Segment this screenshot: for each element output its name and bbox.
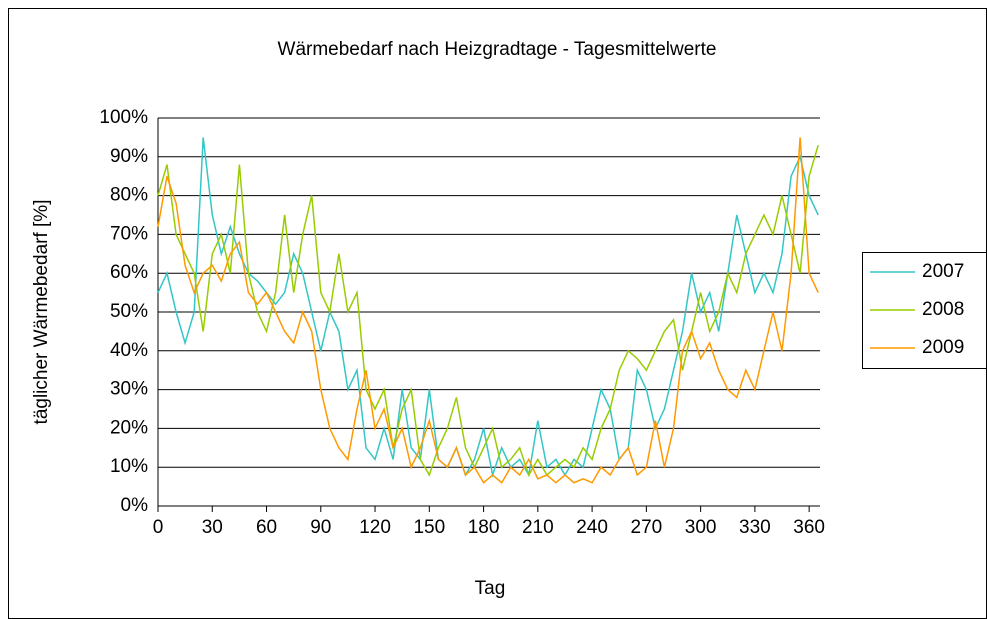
- x-tick-label: 180: [468, 517, 500, 538]
- chart-frame: [8, 8, 987, 619]
- x-tick-label: 270: [631, 517, 663, 538]
- y-tick-label: 90%: [110, 146, 148, 167]
- x-tick-label: 30: [202, 517, 223, 538]
- x-tick-label: 300: [685, 517, 717, 538]
- y-axis-label: täglicher Wärmebedarf [%]: [31, 200, 52, 425]
- x-tick-label: 60: [256, 517, 277, 538]
- y-tick-label: 0%: [121, 495, 149, 516]
- x-tick-label: 210: [522, 517, 554, 538]
- series-line: [157, 137, 819, 484]
- y-tick-label: 100%: [99, 107, 148, 128]
- y-tick-label: 70%: [110, 223, 148, 244]
- x-tick-label: 240: [576, 517, 608, 538]
- y-tick-label: 20%: [110, 417, 148, 438]
- x-tick-label: 330: [739, 517, 771, 538]
- y-tick-label: 30%: [110, 379, 148, 400]
- x-tick-label: 0: [153, 517, 164, 538]
- legend-label: 2007: [922, 261, 964, 282]
- x-axis-label: Tag: [475, 578, 506, 599]
- y-tick-label: 10%: [110, 456, 148, 477]
- legend-label: 2009: [922, 337, 964, 358]
- series-line: [157, 144, 819, 477]
- x-tick-label: 120: [359, 517, 391, 538]
- legend-label: 2008: [922, 299, 964, 320]
- x-tick-label: 90: [310, 517, 331, 538]
- y-tick-label: 40%: [110, 340, 148, 361]
- y-tick-label: 60%: [110, 262, 148, 283]
- chart-title: Wärmebedarf nach Heizgradtage - Tagesmit…: [278, 39, 717, 60]
- x-tick-label: 150: [413, 517, 445, 538]
- y-tick-label: 80%: [110, 185, 148, 206]
- x-tick-label: 360: [793, 517, 825, 538]
- y-tick-label: 50%: [110, 301, 148, 322]
